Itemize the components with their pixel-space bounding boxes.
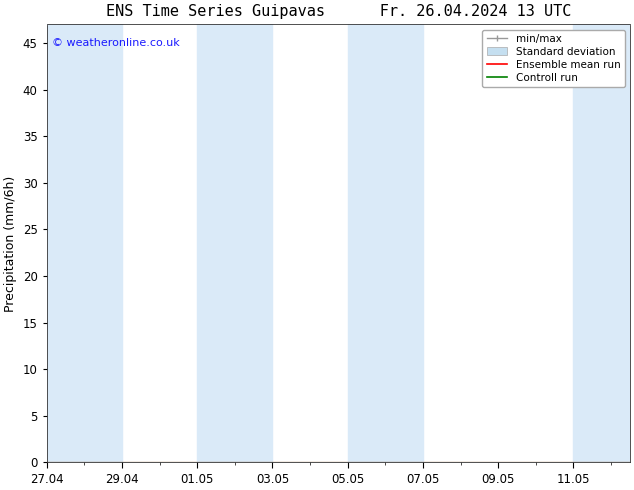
Legend: min/max, Standard deviation, Ensemble mean run, Controll run: min/max, Standard deviation, Ensemble me… — [482, 30, 624, 87]
Text: © weatheronline.co.uk: © weatheronline.co.uk — [53, 38, 180, 48]
Y-axis label: Precipitation (mm/6h): Precipitation (mm/6h) — [4, 175, 17, 312]
Bar — [47, 24, 122, 463]
Bar — [347, 24, 423, 463]
Title: ENS Time Series Guipavas      Fr. 26.04.2024 13 UTC: ENS Time Series Guipavas Fr. 26.04.2024 … — [105, 4, 571, 19]
Bar — [573, 24, 634, 463]
Bar — [197, 24, 273, 463]
